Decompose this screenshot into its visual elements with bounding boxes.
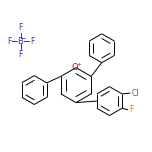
- Text: F: F: [30, 36, 34, 46]
- Text: O: O: [72, 63, 79, 72]
- Text: −: −: [21, 36, 26, 41]
- Text: F: F: [18, 23, 23, 32]
- Text: +: +: [77, 62, 82, 67]
- Text: F: F: [129, 105, 133, 114]
- Text: F: F: [18, 50, 23, 59]
- Text: B: B: [18, 36, 23, 46]
- Text: Cl: Cl: [131, 89, 139, 98]
- Text: F: F: [7, 36, 11, 46]
